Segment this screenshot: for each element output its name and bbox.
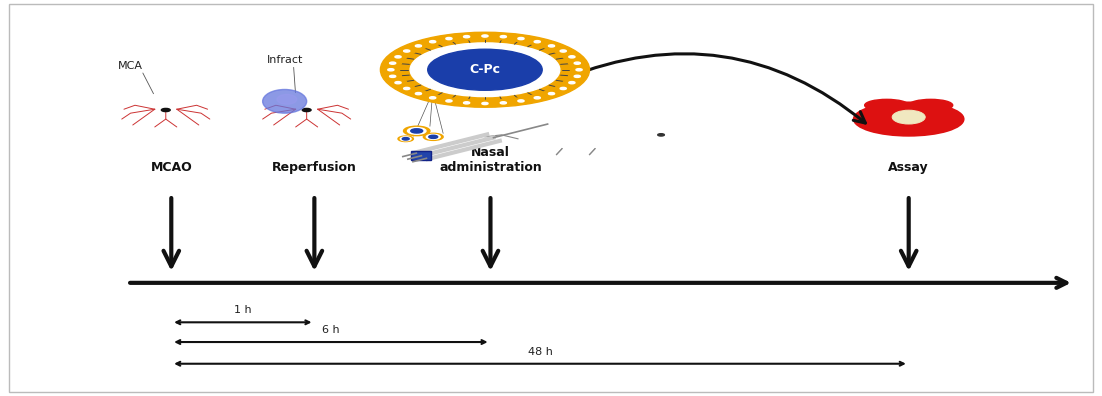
Circle shape [574,75,581,78]
Circle shape [403,126,430,136]
Circle shape [389,80,407,86]
Circle shape [560,50,566,52]
Circle shape [390,62,396,64]
Circle shape [495,100,512,106]
Circle shape [495,34,512,40]
Circle shape [518,38,525,40]
Text: Reperfusion: Reperfusion [272,161,357,174]
Circle shape [512,35,530,42]
Circle shape [302,109,311,112]
Circle shape [398,136,413,142]
Circle shape [554,86,572,91]
Circle shape [534,41,540,43]
Text: Assay: Assay [888,161,929,174]
Text: C-Pc: C-Pc [469,63,500,76]
Circle shape [569,73,586,80]
Circle shape [457,34,475,40]
Circle shape [402,137,409,140]
Text: MCAO: MCAO [150,161,192,174]
Circle shape [542,90,560,97]
Circle shape [426,134,440,139]
Circle shape [410,43,560,97]
Circle shape [403,50,410,52]
Circle shape [424,95,442,101]
Circle shape [446,38,452,40]
Circle shape [440,98,457,104]
Circle shape [569,82,575,84]
Circle shape [476,33,494,39]
Ellipse shape [893,110,926,124]
Circle shape [464,36,469,38]
Circle shape [554,48,572,54]
Circle shape [457,100,475,106]
Circle shape [569,56,575,58]
Circle shape [529,38,547,45]
Ellipse shape [909,99,953,111]
FancyBboxPatch shape [411,151,431,160]
Circle shape [482,103,488,105]
Circle shape [563,80,581,86]
Circle shape [398,48,415,54]
Circle shape [380,32,590,107]
Circle shape [560,88,566,89]
Circle shape [500,102,507,104]
Text: 6 h: 6 h [322,325,339,335]
Circle shape [500,36,507,38]
Circle shape [415,45,421,47]
Circle shape [574,62,581,64]
Circle shape [410,43,428,49]
Text: 1 h: 1 h [234,305,251,315]
Text: MCA: MCA [118,61,143,71]
Ellipse shape [854,102,964,136]
Text: Nasal
administration: Nasal administration [439,147,542,174]
Circle shape [446,100,452,102]
Circle shape [512,98,530,104]
Circle shape [382,67,400,73]
Text: 48 h: 48 h [528,346,552,357]
Circle shape [464,102,469,104]
Circle shape [423,133,443,141]
Circle shape [383,60,401,66]
Circle shape [518,100,525,102]
Circle shape [430,97,435,99]
Circle shape [403,88,410,89]
Circle shape [570,67,587,73]
Circle shape [411,129,423,133]
Circle shape [429,135,437,139]
Circle shape [549,45,554,47]
Circle shape [383,73,401,80]
FancyBboxPatch shape [10,4,1092,392]
Circle shape [482,35,488,37]
Circle shape [395,56,401,58]
Circle shape [576,69,582,71]
Circle shape [398,86,415,91]
Circle shape [534,97,540,99]
Circle shape [542,43,560,49]
Circle shape [408,128,426,134]
Circle shape [569,60,586,66]
Circle shape [400,137,411,141]
Circle shape [395,82,401,84]
Circle shape [430,41,435,43]
Circle shape [161,109,170,112]
Circle shape [415,93,421,95]
Ellipse shape [262,89,306,113]
Circle shape [424,38,442,45]
Circle shape [529,95,547,101]
Ellipse shape [865,99,909,111]
Circle shape [410,90,428,97]
Circle shape [658,134,665,136]
Circle shape [388,69,393,71]
Circle shape [440,35,457,42]
Ellipse shape [277,94,296,104]
Circle shape [563,54,581,60]
Text: Infract: Infract [267,55,303,65]
Circle shape [476,100,494,107]
Circle shape [428,49,542,90]
Circle shape [389,54,407,60]
Circle shape [390,75,396,78]
Circle shape [549,93,554,95]
